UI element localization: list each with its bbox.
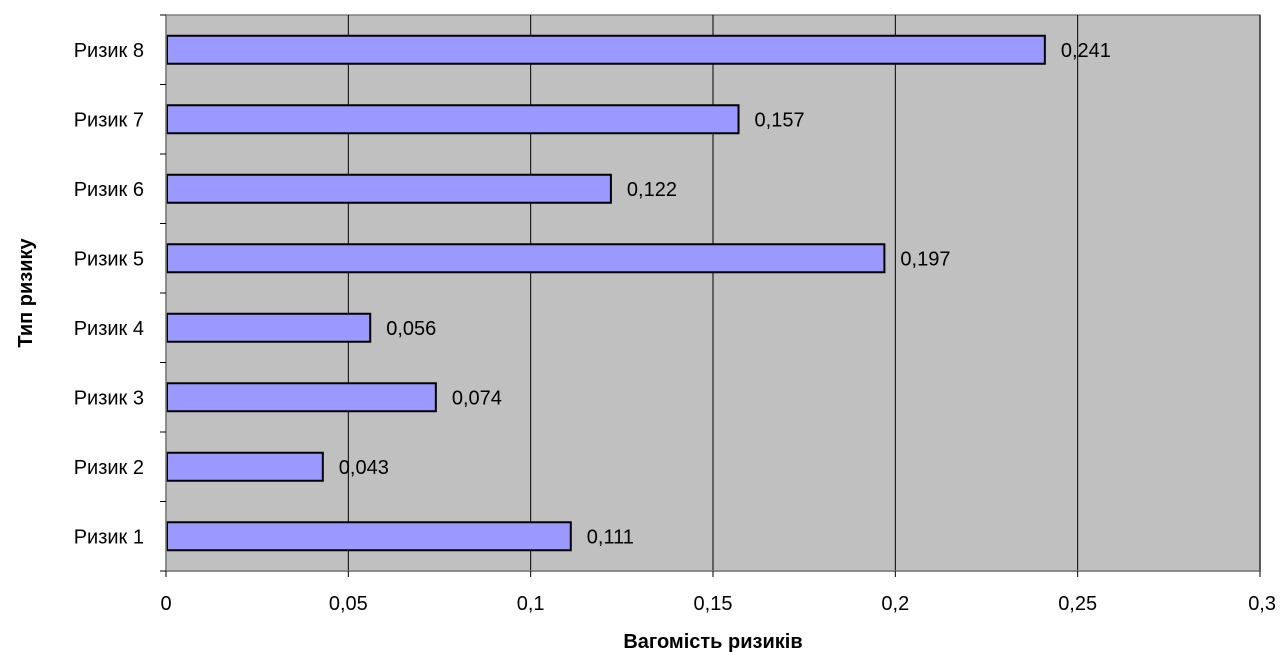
bar	[166, 34, 1046, 65]
data-label: 0,122	[627, 179, 677, 201]
data-label: 0,043	[339, 457, 389, 479]
y-tick-label: Ризик 3	[74, 387, 144, 409]
x-tick-label: 0,05	[329, 593, 368, 615]
data-label: 0,157	[755, 109, 805, 131]
data-label: 0,241	[1061, 40, 1111, 62]
bar	[166, 243, 886, 274]
data-label: 0,056	[386, 318, 436, 340]
x-tick-label: 0,15	[694, 593, 733, 615]
data-label: 0,111	[587, 526, 634, 548]
y-tick-label: Ризик 1	[74, 526, 144, 548]
y-axis-title: Тип ризику	[15, 237, 37, 347]
bar	[166, 104, 740, 135]
x-tick-label: 0,25	[1058, 593, 1097, 615]
axes	[160, 14, 1261, 577]
x-tick-label: 0,1	[517, 593, 545, 615]
x-tick-labels: 0 0,05 0,1 0,15 0,2 0,25 0,3	[160, 593, 1276, 615]
x-tick-label: 0,2	[881, 593, 909, 615]
y-tick-label: Ризик 5	[74, 248, 144, 270]
x-tick-label: 0	[160, 593, 171, 615]
bars	[166, 34, 1046, 552]
y-tick-labels: Ризик 1 Ризик 2 Ризик 3 Ризик 4 Ризик 5 Ризик…	[74, 40, 144, 549]
y-tick-label: Ризик 7	[74, 109, 144, 131]
y-tick-label: Ризик 8	[74, 40, 144, 62]
y-tick-label: Ризик 4	[74, 318, 144, 340]
bar	[166, 451, 324, 482]
bar	[166, 173, 612, 204]
bar	[166, 312, 372, 343]
y-tick-label: Ризик 6	[74, 179, 144, 201]
x-tick-label: 0,3	[1248, 593, 1276, 615]
data-label: 0,074	[452, 387, 502, 409]
bar	[166, 382, 437, 413]
x-axis-title: Вагомість ризиків	[623, 631, 802, 653]
data-label: 0,197	[900, 248, 950, 270]
data-labels: 0,111 0,043 0,074 0,056 0,197 0,122 0,157 0,241	[339, 40, 1111, 549]
bar	[166, 521, 572, 552]
y-tick-label: Ризик 2	[74, 457, 144, 479]
